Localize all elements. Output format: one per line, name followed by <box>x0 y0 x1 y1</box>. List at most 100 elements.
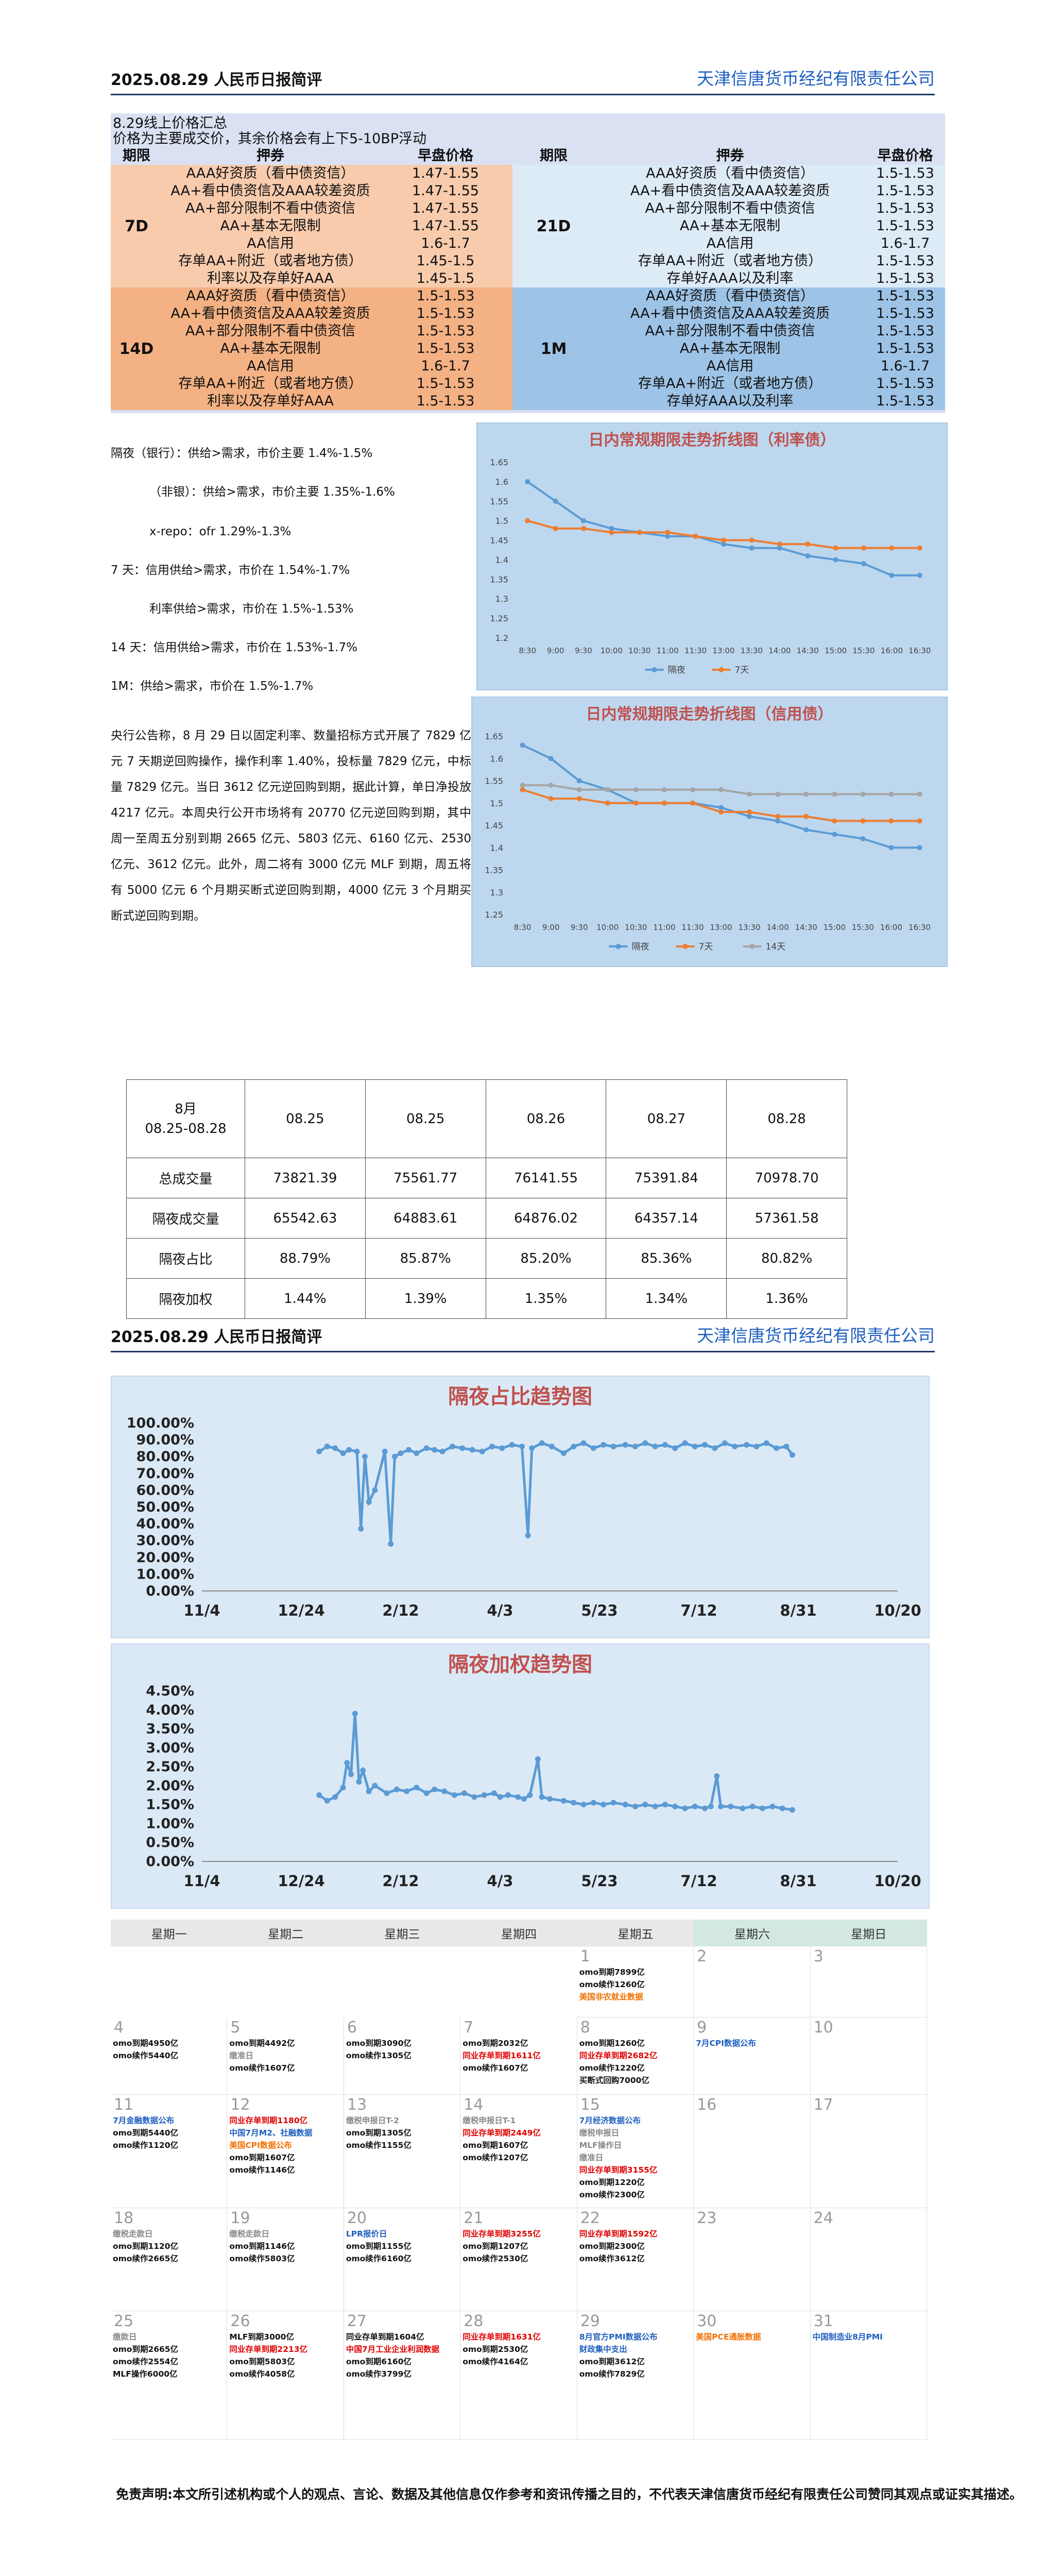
data-point <box>576 796 582 802</box>
table-cell: 1.36% <box>726 1278 847 1319</box>
legend-label: 隔夜 <box>668 665 686 675</box>
data-point <box>917 545 922 551</box>
chart-title: 隔夜占比趋势图 <box>448 1385 592 1409</box>
series-line <box>318 1442 794 1544</box>
y-tick-label: 100.00% <box>127 1415 194 1431</box>
data-point <box>721 541 726 547</box>
data-point <box>352 1710 358 1717</box>
data-point <box>775 814 781 819</box>
data-point <box>888 845 894 851</box>
calendar-event: omo续作1207亿 <box>462 2153 528 2162</box>
column-header-tenor: 期限 <box>540 148 568 164</box>
calendar-day-cell: 22 同业存单到期1592亿 omo到期2300亿 omo续作3612亿 <box>577 2208 694 2311</box>
calendar-day-cell: 29 8月官方PMI数据公布 财政集中支出 omo到期3612亿 omo续作7829亿 <box>577 2311 694 2440</box>
data-point <box>491 1790 497 1797</box>
data-point <box>610 1800 616 1806</box>
market-line-overnight-nonbank: （非银）：供给>需求，市价主要 1.35%-1.6% <box>149 485 395 499</box>
calendar-event: omo到期2665亿 <box>113 2345 179 2354</box>
y-tick-label: 1.2 <box>495 633 508 643</box>
data-point <box>324 1798 330 1804</box>
day-number: 10 <box>813 2019 833 2037</box>
data-point <box>539 1440 545 1446</box>
table-cell: 85.36% <box>606 1238 727 1279</box>
x-tick-label: 10/20 <box>874 1872 921 1890</box>
calendar-event: omo续作4164亿 <box>462 2357 528 2366</box>
y-tick-label: 1.6 <box>495 477 508 487</box>
y-tick-label: 1.35 <box>485 866 503 875</box>
tenor-label: 1M <box>540 340 567 358</box>
data-point <box>718 787 724 792</box>
weekday-header: 星期四 <box>460 1920 577 1946</box>
data-point <box>499 1445 505 1451</box>
calendar-event: 同业存单到期3155亿 <box>579 2165 658 2175</box>
calendar-event: 同业存单到期1611亿 <box>462 2051 541 2060</box>
data-point <box>515 1794 521 1800</box>
data-point <box>747 809 752 815</box>
day-number: 3 <box>813 1947 824 1965</box>
data-point <box>747 814 752 819</box>
market-line-7d-rate: 利率供给>需求，市价在 1.5%-1.53% <box>149 602 354 616</box>
row-label: 隔夜成交量 <box>126 1198 245 1239</box>
data-point <box>459 1445 466 1451</box>
x-tick-label: 13:30 <box>741 646 763 655</box>
calendar-event: omo续作1146亿 <box>229 2165 295 2175</box>
table-cell: 1.35% <box>485 1278 607 1319</box>
price-cell: 1.5-1.53 <box>416 376 475 392</box>
table-cell: 73821.39 <box>245 1158 366 1198</box>
tenor-group-block <box>512 287 945 410</box>
data-point <box>439 1448 446 1454</box>
page-header-2: 2025.08.29 人民币日报简评 天津信唐货币经纪有限责任公司 <box>111 1324 935 1352</box>
data-point <box>632 1803 638 1809</box>
collateral-cell: AAA好资质（看中债资信） <box>186 165 355 181</box>
price-cell: 1.47-1.55 <box>412 183 479 199</box>
data-point <box>690 787 695 792</box>
x-tick-label: 10:00 <box>601 646 623 655</box>
price-cell: 1.45-1.5 <box>416 253 475 269</box>
x-tick-label: 12/24 <box>278 1602 324 1619</box>
data-point <box>332 1445 338 1451</box>
data-point <box>860 836 866 841</box>
table-cell: 75391.84 <box>606 1158 727 1198</box>
market-line-7d-credit: 7 天：信用供给>需求，市价在 1.54%-1.7% <box>111 564 350 577</box>
weekday-header: 星期日 <box>810 1920 927 1946</box>
data-point <box>547 1796 553 1802</box>
legend-marker <box>615 944 621 949</box>
data-point <box>590 1445 596 1451</box>
collateral-cell: 存单AA+附近（或者地方债） <box>178 376 363 392</box>
calendar-event: 中国7月M2、社融数据 <box>229 2128 313 2138</box>
x-tick-label: 2/12 <box>382 1872 419 1890</box>
y-tick-label: 1.65 <box>490 457 508 467</box>
collateral-cell: 存单AA+附近（或者地方债） <box>638 253 823 269</box>
table-row: 隔夜加权 1.44% 1.39% 1.35% 1.34% 1.36% <box>126 1278 847 1319</box>
y-tick-label: 1.55 <box>485 776 503 786</box>
data-point <box>481 1792 487 1798</box>
data-point <box>805 541 811 547</box>
day-number: 29 <box>580 2312 600 2330</box>
y-tick-label: 3.00% <box>146 1740 194 1756</box>
y-tick-label: 1.6 <box>490 754 503 764</box>
calendar-event: LPR报价日 <box>346 2229 387 2239</box>
calendar-day-cell: 4 omo到期4950亿 omo续作5440亿 <box>111 2018 228 2095</box>
calendar-day-cell: 14 缴税申报日T-1 同业存单到期2449亿 omo到期1607亿 omo续作1207… <box>460 2095 577 2208</box>
data-point <box>535 1756 541 1762</box>
x-tick-label: 4/3 <box>487 1872 513 1890</box>
calendar-event: 中国制造业8月PMI <box>812 2332 883 2342</box>
table-corner: 8月 08.25-08.28 <box>126 1079 245 1158</box>
y-tick-label: 1.3 <box>495 594 508 604</box>
data-point <box>662 1802 668 1808</box>
y-tick-label: 1.00% <box>146 1816 194 1832</box>
data-point <box>763 1440 769 1446</box>
data-point <box>775 818 781 824</box>
calendar-day-cell: 1 omo到期7899亿 omo续作1260亿 美国非农就业数据 <box>577 1946 694 2018</box>
rate-bond-chart-svg: 日内常规期限走势折线图（利率债） 1.2 1.25 1.3 1.35 1.4 1.45 1.5… <box>490 431 931 675</box>
x-tick-label: 5/23 <box>581 1602 618 1619</box>
row-label: 隔夜加权 <box>126 1278 245 1319</box>
x-tick-label: 15:00 <box>824 923 846 932</box>
chart-title: 日内常规期限走势折线图（利率债） <box>589 431 836 449</box>
price-cell: 1.6-1.7 <box>421 235 470 251</box>
data-point <box>505 1792 511 1798</box>
day-number: 13 <box>347 2096 367 2114</box>
data-point <box>622 1802 628 1808</box>
data-point <box>642 1440 648 1446</box>
data-point <box>749 537 755 543</box>
